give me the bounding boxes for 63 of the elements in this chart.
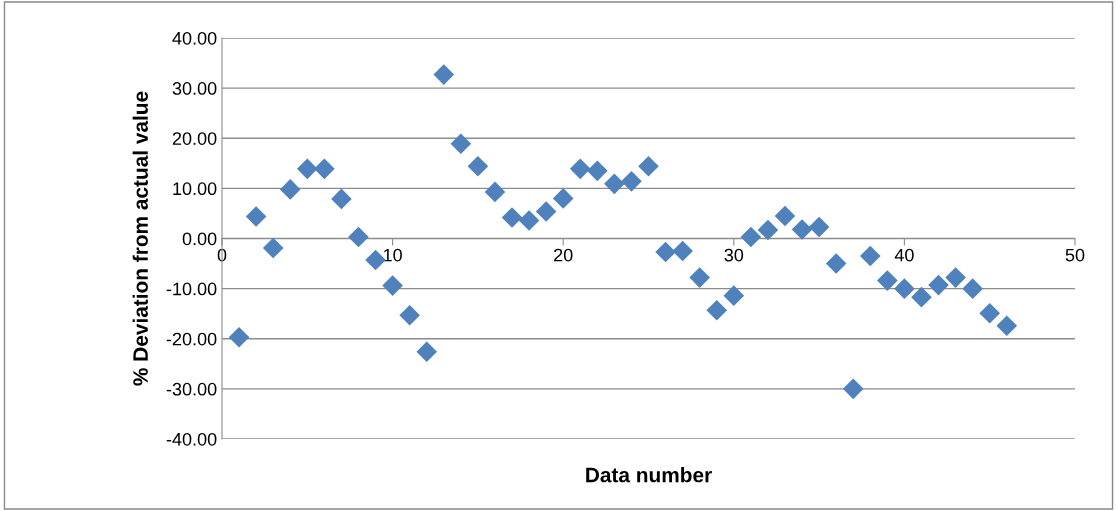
y-tick-label: 40.00 (172, 31, 217, 45)
point (365, 249, 386, 271)
x-tick-label: 10 (383, 248, 402, 262)
point (979, 302, 1000, 324)
point (569, 158, 591, 180)
x-tick-label: 20 (554, 248, 573, 262)
x-tick-label: 0 (217, 248, 227, 262)
x-tick-label: 50 (1065, 248, 1085, 262)
point (911, 286, 932, 308)
point (518, 210, 540, 231)
point (484, 181, 506, 203)
point (621, 171, 642, 192)
y-tick-label: 20.00 (172, 132, 217, 145)
point (774, 205, 796, 227)
point (279, 179, 301, 200)
point (604, 173, 625, 195)
y-tick-label: -20.00 (166, 332, 217, 346)
point (791, 219, 813, 240)
point (450, 133, 472, 155)
point (859, 245, 881, 267)
point (382, 275, 403, 296)
point (894, 278, 915, 299)
point (757, 219, 779, 241)
point (399, 304, 420, 326)
y-tick-label: 10.00 (173, 182, 217, 196)
point (467, 156, 489, 177)
point (535, 201, 557, 222)
point (706, 299, 728, 321)
y-tick-label: -30.00 (166, 382, 217, 396)
point (996, 315, 1018, 337)
y-tick-label: -40.00 (166, 432, 217, 446)
x-axis-title: Data number (586, 467, 712, 483)
point (262, 237, 284, 259)
point (723, 285, 745, 306)
point (945, 267, 966, 288)
point (825, 253, 847, 274)
y-axis-title: % Deviation from actual value (132, 91, 148, 386)
point (228, 326, 250, 348)
point (808, 216, 830, 238)
point (638, 156, 659, 177)
point (297, 158, 318, 180)
y-tick-label: -10.00 (166, 282, 217, 296)
point (348, 226, 369, 248)
y-tick-label: 30.00 (172, 82, 217, 95)
point (740, 226, 762, 248)
point (587, 160, 608, 182)
point (314, 158, 335, 180)
point (245, 206, 267, 227)
point (689, 267, 710, 288)
x-tick-label: 40 (894, 248, 914, 262)
y-tick-label: 0.00 (182, 232, 217, 246)
point (552, 188, 574, 209)
point (672, 240, 693, 262)
point (842, 378, 864, 400)
point (331, 188, 352, 210)
point (655, 241, 676, 263)
x-tick-label: 30 (724, 248, 744, 262)
point (877, 270, 898, 291)
point (433, 64, 455, 85)
point (501, 207, 523, 228)
point (962, 278, 983, 299)
point (928, 274, 949, 296)
point (416, 341, 438, 363)
